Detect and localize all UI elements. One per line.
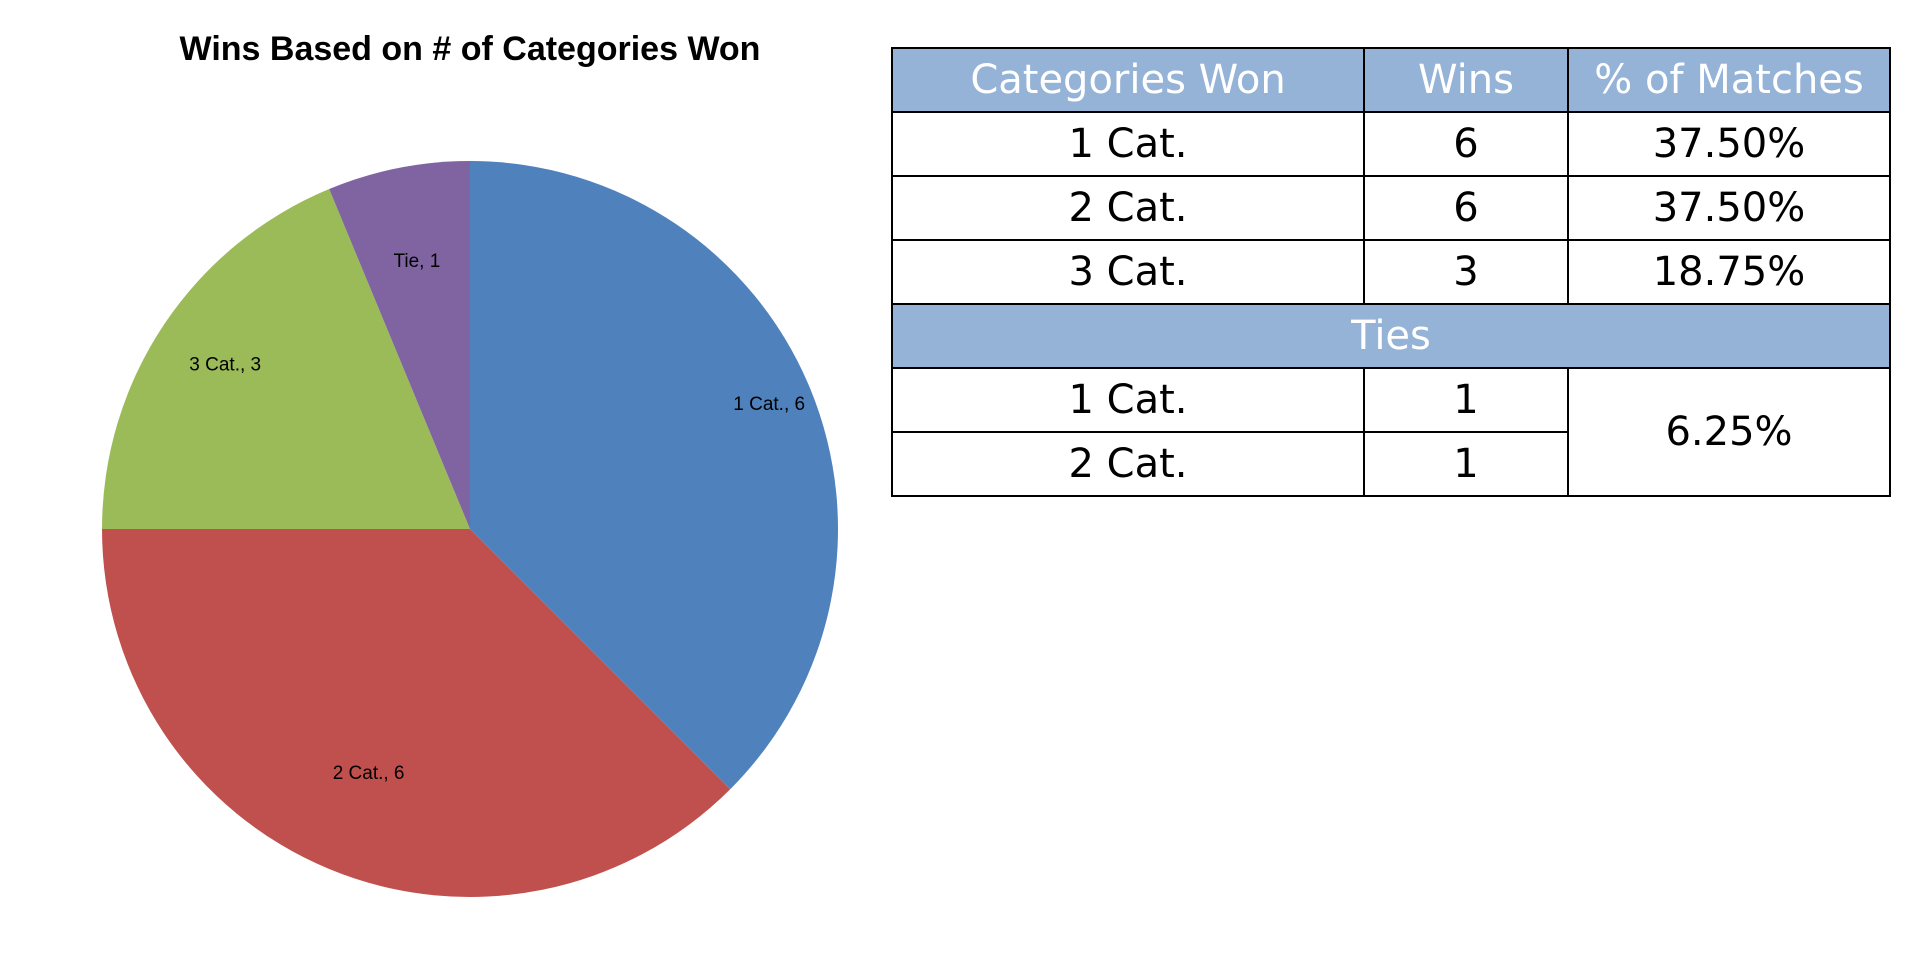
row-category: 3 Cat.	[891, 239, 1365, 305]
pie-slice-2	[101, 529, 731, 898]
ties-header-row: Ties	[891, 303, 1891, 369]
row-wins: 6	[1363, 175, 1569, 241]
row-category: 1 Cat.	[891, 111, 1365, 177]
pie-slice-label: 2 Cat., 6	[333, 763, 405, 784]
tie-row-wins: 1	[1363, 431, 1569, 497]
ties-pct: 6.25%	[1567, 367, 1891, 497]
table-row: 2 Cat. 1	[891, 431, 1890, 497]
pie-slice-label: Tie, 1	[393, 251, 440, 272]
header-categories-won: Categories Won	[891, 47, 1365, 113]
ties-header: Ties	[891, 303, 1891, 369]
row-pct: 37.50%	[1567, 111, 1891, 177]
row-pct: 18.75%	[1567, 239, 1891, 305]
pie-slice-label: 3 Cat., 3	[189, 354, 261, 375]
row-wins: 6	[1363, 111, 1569, 177]
tie-row-category: 1 Cat.	[891, 367, 1365, 433]
header-pct-matches: % of Matches	[1567, 47, 1891, 113]
stats-table: Categories Won Wins % of Matches 1 Cat. …	[891, 47, 1891, 497]
pie-slice-label: 1 Cat., 6	[733, 394, 805, 415]
table-row: 3 Cat. 3 18.75%	[891, 239, 1891, 305]
pie-slice-4	[329, 161, 470, 529]
pie-slice-3	[102, 189, 470, 529]
table-row: 1 Cat. 1 6.25%	[891, 367, 1891, 497]
row-pct: 37.50%	[1567, 175, 1891, 241]
tie-row-category: 2 Cat.	[891, 431, 1365, 497]
header-wins: Wins	[1363, 47, 1569, 113]
table-row: 2 Cat. 6 37.50%	[891, 175, 1891, 241]
chart-title: Wins Based on # of Categories Won	[179, 30, 761, 68]
row-wins: 3	[1363, 239, 1569, 305]
tie-row-wins: 1	[1363, 367, 1569, 433]
pie-chart: 1 Cat., 6 2 Cat., 6 3 Cat., 3 Tie, 1	[101, 161, 839, 898]
table-row: 1 Cat. 6 37.50%	[891, 111, 1891, 177]
pie-slice-1	[470, 161, 839, 790]
table-header-row: Categories Won Wins % of Matches	[891, 47, 1891, 113]
row-category: 2 Cat.	[891, 175, 1365, 241]
